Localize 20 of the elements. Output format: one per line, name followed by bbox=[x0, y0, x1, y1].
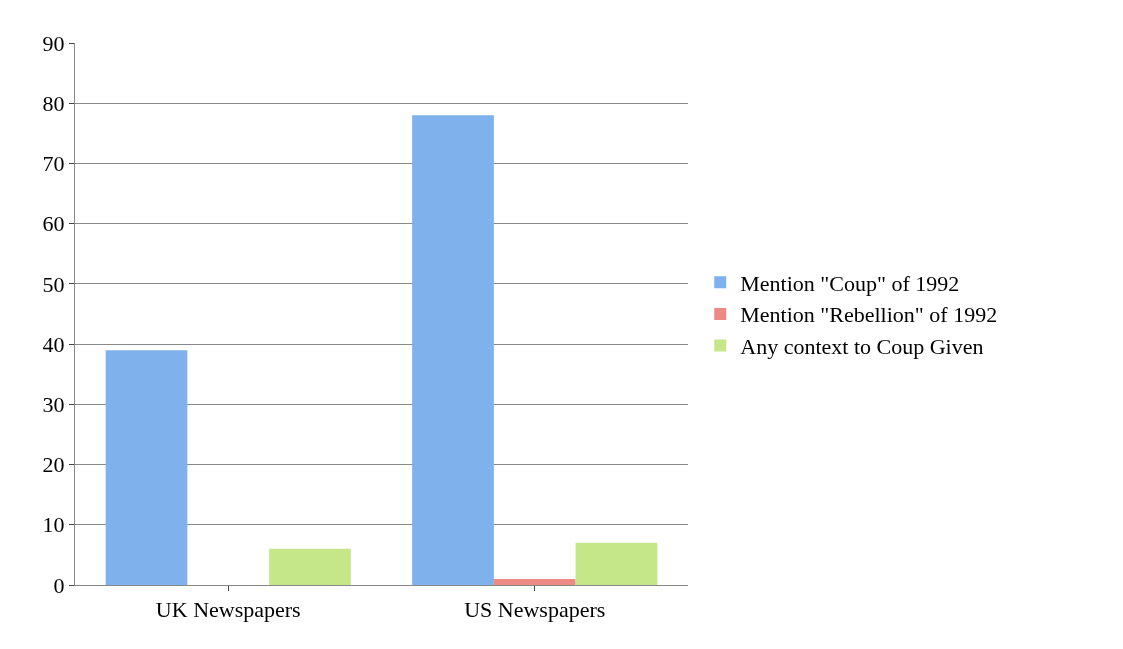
legend-label: Mention "Rebellion" of 1992 bbox=[740, 302, 998, 328]
bar bbox=[575, 542, 658, 585]
bar bbox=[105, 350, 188, 585]
y-tick-label: 10 bbox=[42, 512, 65, 538]
y-tick-label: 60 bbox=[42, 211, 65, 237]
y-tick-label: 0 bbox=[53, 572, 65, 598]
x-tick-label: US Newspapers bbox=[464, 597, 606, 623]
y-tick-label: 80 bbox=[42, 90, 65, 116]
y-tick-label: 70 bbox=[42, 151, 65, 177]
y-tick-label: 50 bbox=[42, 271, 65, 297]
x-tick-label: UK Newspapers bbox=[155, 597, 301, 623]
y-tick-label: 40 bbox=[42, 331, 65, 357]
y-tick-label: 20 bbox=[42, 452, 65, 478]
legend-label: Any context to Coup Given bbox=[740, 334, 984, 360]
bar bbox=[493, 578, 576, 585]
bar bbox=[412, 115, 494, 585]
bar bbox=[269, 548, 351, 585]
y-tick-label: 90 bbox=[42, 30, 65, 56]
y-tick-label: 30 bbox=[42, 392, 65, 418]
legend-label: Mention "Coup" of 1992 bbox=[740, 270, 960, 296]
